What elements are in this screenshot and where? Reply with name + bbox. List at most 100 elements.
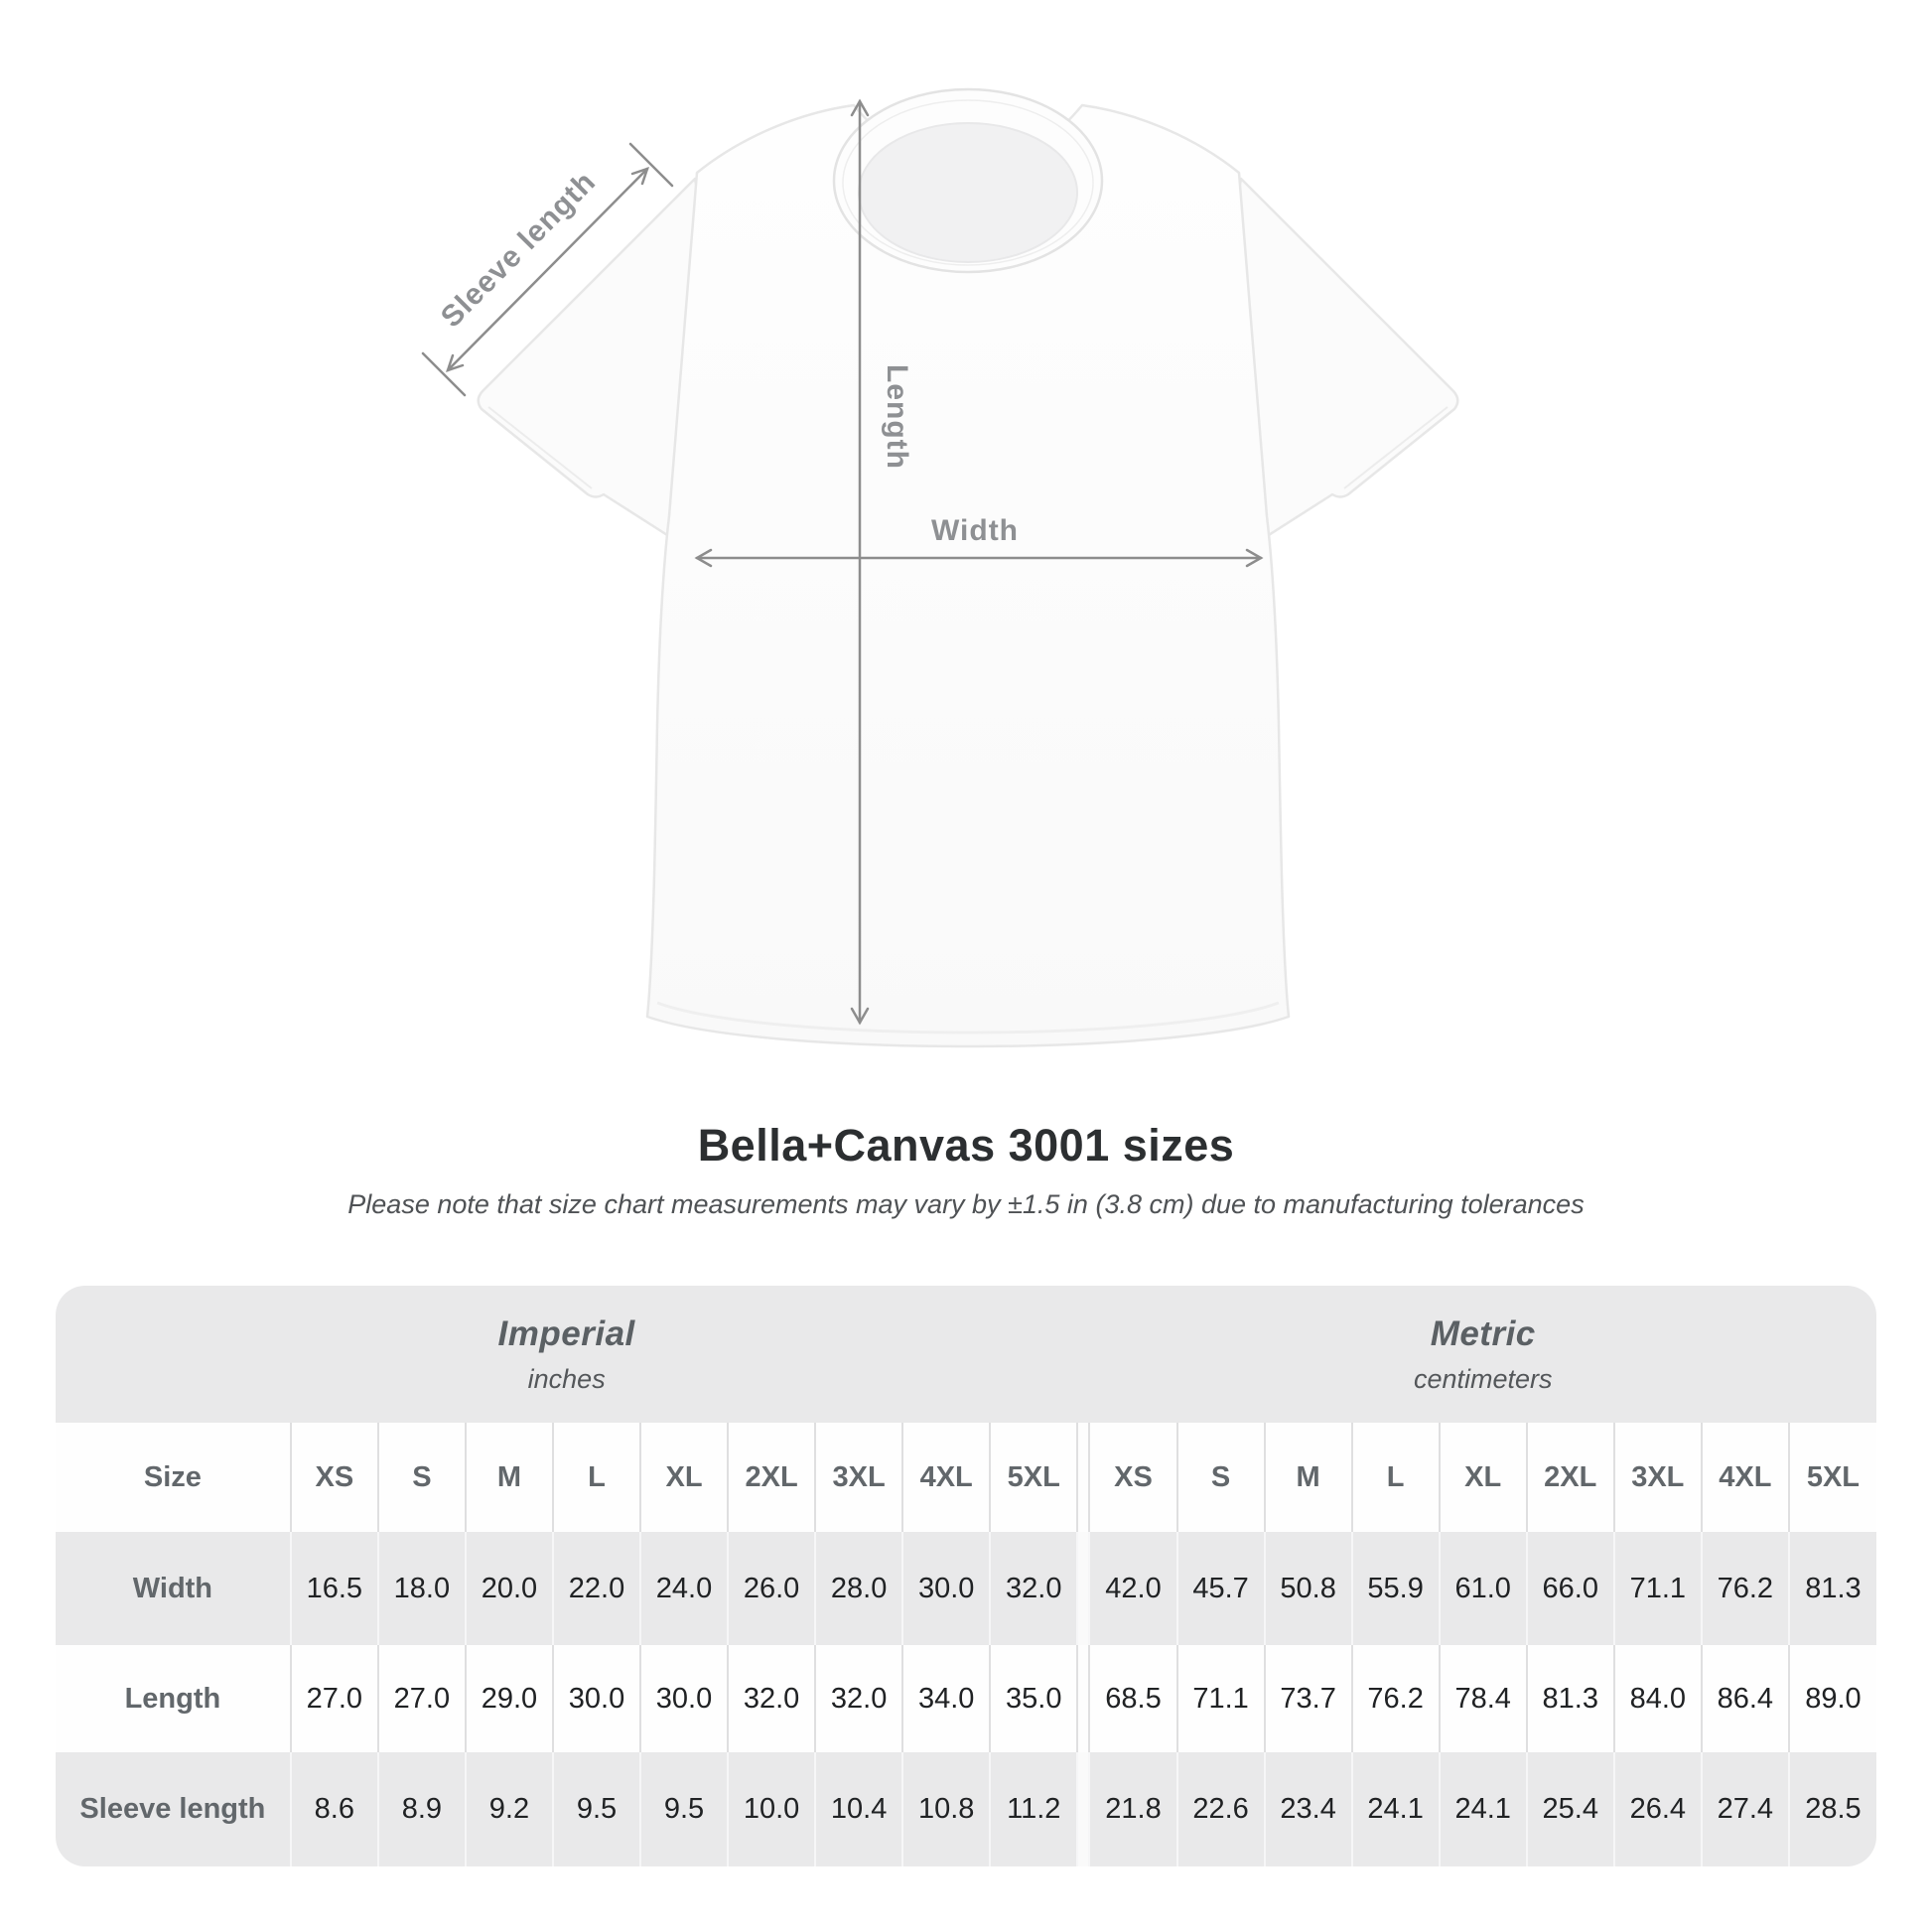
sleeve-length-arrow	[421, 142, 674, 397]
size-col-header: 5XL	[989, 1423, 1078, 1532]
table-cell: 76.2	[1700, 1532, 1789, 1645]
table-cell: 10.4	[814, 1752, 903, 1866]
page-subtitle: Please note that size chart measurements…	[347, 1189, 1585, 1219]
table-cell: 27.0	[289, 1645, 378, 1752]
tshirt-body	[645, 103, 1291, 1048]
page-title: Bella+Canvas 3001 sizes	[697, 1120, 1235, 1171]
table-cell: 71.1	[1175, 1645, 1265, 1752]
size-col-header: L	[551, 1423, 640, 1532]
tshirt-collar	[832, 87, 1104, 274]
table-cell: 55.9	[1350, 1532, 1440, 1645]
table-cell: 26.0	[727, 1532, 816, 1645]
table-cell: 42.0	[1088, 1532, 1177, 1645]
size-header-row: Size XS S M L XL 2XL 3XL 4XL 5XL XS S M …	[56, 1423, 1876, 1532]
table-cell: 71.1	[1612, 1532, 1702, 1645]
width-arrow	[694, 548, 1264, 568]
table-cell: 8.9	[376, 1752, 466, 1866]
length-label: Length	[881, 364, 913, 470]
size-col-header: S	[376, 1423, 466, 1532]
unit-group-row: Imperial inches Metric centimeters	[56, 1286, 1876, 1423]
table-cell: 26.4	[1612, 1752, 1702, 1866]
table-cell: 24.1	[1438, 1752, 1527, 1866]
table-cell: 32.0	[989, 1532, 1078, 1645]
table-cell: 18.0	[376, 1532, 466, 1645]
sleeve-length-row: Sleeve length 8.6 8.9 9.2 9.5 9.5 10.0 1…	[56, 1752, 1876, 1866]
table-cell: 30.0	[551, 1645, 640, 1752]
size-table-card: Imperial inches Metric centimeters Size …	[56, 1286, 1876, 1866]
tshirt-figure-svg: Sleeve length Length Width	[421, 87, 1459, 1048]
size-col-header: XL	[638, 1423, 729, 1532]
table-cell: 32.0	[814, 1645, 903, 1752]
table-cell: 9.5	[638, 1752, 729, 1866]
table-cell: 22.0	[551, 1532, 640, 1645]
size-header-cell: Size	[56, 1423, 291, 1532]
table-cell: 29.0	[464, 1645, 553, 1752]
measurement-arrows	[421, 98, 1264, 1026]
table-cell: 20.0	[464, 1532, 553, 1645]
table-cell: 34.0	[901, 1645, 991, 1752]
table-cell: 61.0	[1438, 1532, 1527, 1645]
table-cell: 23.4	[1263, 1752, 1352, 1866]
table-cell: 25.4	[1525, 1752, 1614, 1866]
table-cell: 10.8	[901, 1752, 991, 1866]
table-cell: 81.3	[1787, 1532, 1876, 1645]
group-gap	[1076, 1645, 1091, 1752]
table-cell: 84.0	[1612, 1645, 1702, 1752]
table-cell: 30.0	[638, 1645, 729, 1752]
table-cell: 9.2	[464, 1752, 553, 1866]
size-col-header: XL	[1438, 1423, 1527, 1532]
size-col-header: 2XL	[1525, 1423, 1614, 1532]
metric-group-title: Metric	[1430, 1313, 1536, 1353]
table-cell: 32.0	[727, 1645, 816, 1752]
size-col-header: XS	[289, 1423, 378, 1532]
tshirt-measurement-figure: Sleeve length Length Width	[421, 87, 1459, 1048]
table-cell: 28.0	[814, 1532, 903, 1645]
group-gap	[1077, 1286, 1089, 1423]
table-cell: 8.6	[289, 1752, 378, 1866]
imperial-group-unit: inches	[527, 1363, 606, 1394]
table-cell: 76.2	[1350, 1645, 1440, 1752]
table-cell: 50.8	[1263, 1532, 1352, 1645]
table-cell: 35.0	[989, 1645, 1078, 1752]
title-block: Bella+Canvas 3001 sizes Please note that…	[0, 1120, 1932, 1220]
size-col-header: L	[1350, 1423, 1440, 1532]
length-row: Length 27.0 27.0 29.0 30.0 30.0 32.0 32.…	[56, 1645, 1876, 1752]
table-cell: 28.5	[1787, 1752, 1876, 1866]
size-col-header: M	[464, 1423, 553, 1532]
row-label: Width	[132, 1572, 213, 1604]
size-col-header: XS	[1088, 1423, 1177, 1532]
table-cell: 86.4	[1700, 1645, 1789, 1752]
size-col-header: 3XL	[814, 1423, 903, 1532]
table-cell: 24.1	[1350, 1752, 1440, 1866]
table-cell: 27.4	[1700, 1752, 1789, 1866]
table-cell: 21.8	[1088, 1752, 1177, 1866]
group-gap	[1076, 1532, 1091, 1645]
table-cell: 11.2	[989, 1752, 1078, 1866]
size-col-header: 4XL	[1700, 1423, 1789, 1532]
size-col-header: 2XL	[727, 1423, 816, 1532]
row-label: Length	[56, 1645, 291, 1752]
table-cell: 78.4	[1438, 1645, 1527, 1752]
table-cell: 30.0	[901, 1532, 991, 1645]
length-arrow	[850, 98, 870, 1026]
size-table: Imperial inches Metric centimeters Size …	[56, 1286, 1876, 1866]
group-gap	[1076, 1423, 1091, 1532]
metric-group-unit: centimeters	[1413, 1363, 1553, 1394]
table-cell: 89.0	[1787, 1645, 1876, 1752]
table-cell: 66.0	[1525, 1532, 1614, 1645]
table-cell: 16.5	[289, 1532, 378, 1645]
tshirt-sleeves	[477, 177, 1459, 558]
table-cell: 68.5	[1088, 1645, 1177, 1752]
table-cell: 24.0	[638, 1532, 729, 1645]
size-col-header: 3XL	[1612, 1423, 1702, 1532]
group-gap	[1076, 1752, 1091, 1866]
width-row: Width 16.5 18.0 20.0 22.0 24.0 26.0 28.0…	[56, 1532, 1876, 1645]
table-cell: 27.0	[376, 1645, 466, 1752]
table-cell: 73.7	[1263, 1645, 1352, 1752]
size-col-header: M	[1263, 1423, 1352, 1532]
size-col-header: S	[1175, 1423, 1265, 1532]
table-cell: 10.0	[727, 1752, 816, 1866]
table-cell: 22.6	[1175, 1752, 1265, 1866]
table-cell: 45.7	[1175, 1532, 1265, 1645]
